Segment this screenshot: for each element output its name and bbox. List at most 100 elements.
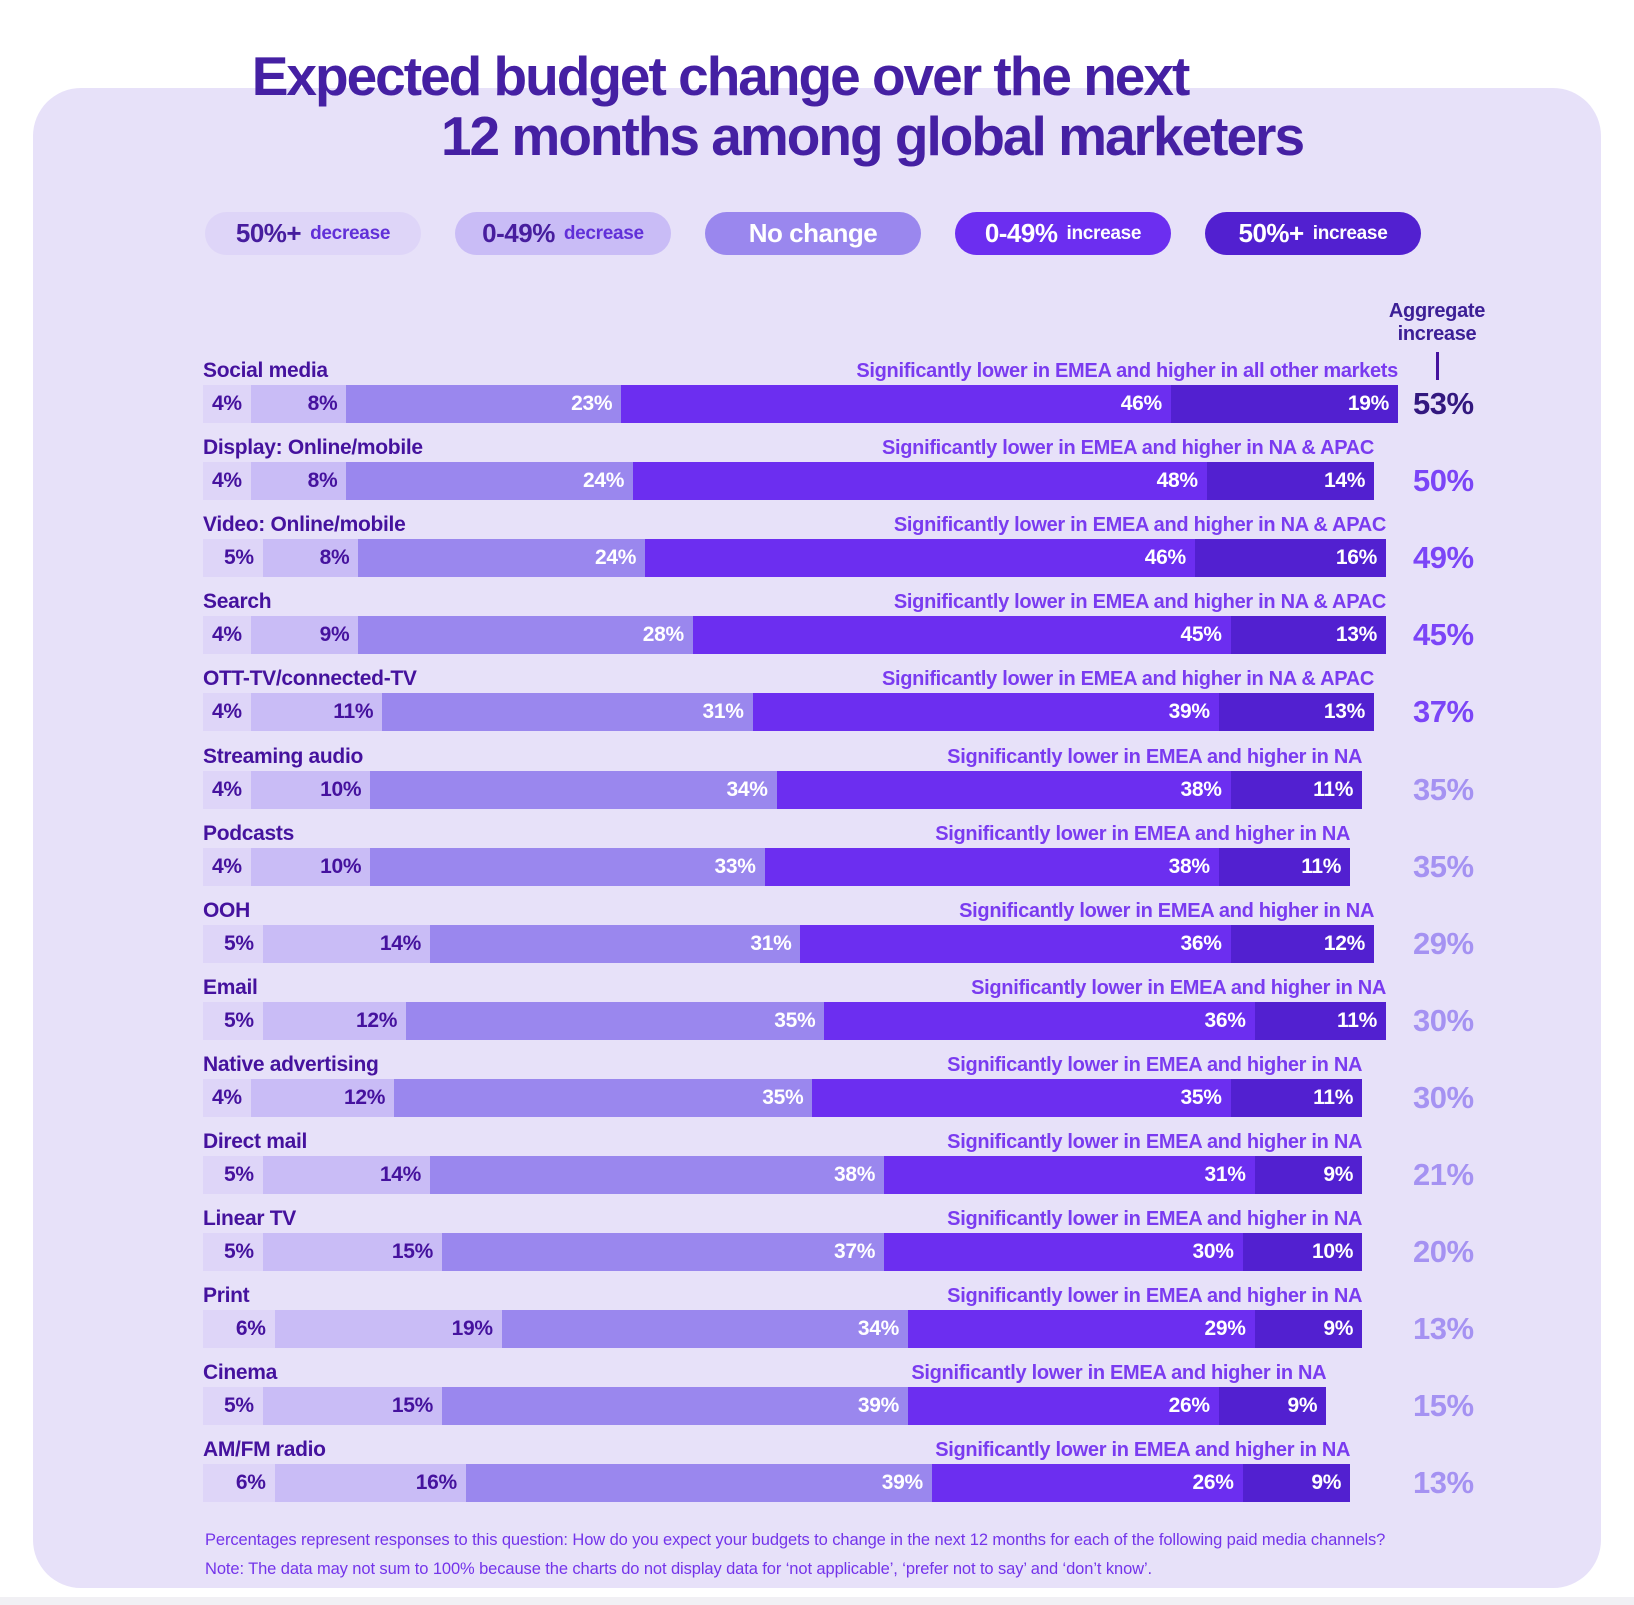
aggregate-value: 21%	[1413, 1157, 1474, 1192]
row-annotation: Significantly lower in EMEA and higher i…	[947, 1131, 1363, 1153]
row-annotation: Significantly lower in EMEA and higher i…	[959, 899, 1375, 922]
bar-segment: 39%	[465, 1464, 932, 1503]
bar-segment: 48%	[633, 462, 1207, 501]
row-annotation: Significantly lower in EMEA and higher i…	[947, 1285, 1363, 1308]
bar-segment: 11%	[1218, 847, 1351, 886]
bar-segment: 26%	[908, 1387, 1219, 1426]
aggregate-value: 29%	[1413, 925, 1474, 961]
segment-value: 23%	[571, 392, 613, 415]
segment-value: 31%	[702, 700, 744, 724]
bar-segment: 11%	[1230, 1078, 1363, 1117]
bar-row: AM/FM radio Significantly lower in EMEA a…	[203, 1438, 1474, 1503]
bar-row: Display: Online/mobile Significantly lowe…	[203, 436, 1474, 501]
legend-pill: 50%+ increase	[1205, 212, 1421, 255]
segment-value: 12%	[344, 1085, 386, 1109]
row-annotation: Significantly lower in EMEA and higher i…	[947, 1208, 1363, 1231]
segment-value: 9%	[1323, 1163, 1354, 1186]
segment-value: 14%	[379, 931, 422, 955]
category-label: Cinema	[203, 1361, 278, 1385]
segment-value: 16%	[1335, 546, 1378, 570]
bar-segment: 13%	[1230, 616, 1387, 655]
bar-row-header: Social media Significantly lower in EMEA …	[203, 359, 1398, 383]
segment-value: 6%	[235, 1317, 266, 1341]
bar-row-header: OTT-TV/connected-TV Significantly lower i…	[203, 667, 1374, 691]
segment-value: 4%	[212, 392, 242, 415]
segment-value: 38%	[834, 1163, 876, 1186]
bar-segment: 6%	[203, 1310, 275, 1349]
bar-segment: 16%	[274, 1464, 466, 1503]
stacked-bar: 4% 8% 24% 48% 14%	[203, 462, 1375, 501]
segment-value: 36%	[1180, 931, 1222, 955]
bar-segment: 31%	[430, 924, 801, 963]
bar-segment: 12%	[262, 1001, 407, 1040]
row-annotation: Significantly lower in EMEA and higher i…	[893, 591, 1387, 614]
segment-value: 12%	[356, 1008, 398, 1032]
segment-value: 30%	[1192, 1240, 1234, 1264]
aggregate-value: 13%	[1413, 1311, 1474, 1347]
segment-value: 31%	[1204, 1163, 1246, 1186]
bar-segment: 16%	[1194, 539, 1387, 578]
segment-value: 9%	[1311, 1471, 1342, 1495]
segment-value: 4%	[212, 700, 242, 724]
legend-pill: No change	[705, 212, 921, 255]
segment-value: 11%	[1313, 1085, 1354, 1109]
segment-value: 5%	[223, 1394, 254, 1418]
bar-segment: 46%	[621, 385, 1171, 423]
category-label: Video: Online/mobile	[203, 513, 406, 537]
segment-value: 4%	[212, 469, 242, 493]
bar-row-header: Direct mail Significantly lower in EMEA a…	[203, 1130, 1362, 1154]
aggregate-value: 37%	[1413, 694, 1474, 730]
segment-value: 24%	[583, 469, 625, 493]
stacked-bar: 5% 8% 24% 46% 16%	[203, 539, 1387, 578]
segment-value: 26%	[1192, 1471, 1234, 1495]
bar-segment: 39%	[752, 693, 1219, 732]
bar-row: Search Significantly lower in EMEA and hi…	[203, 590, 1474, 655]
bar-segment: 46%	[645, 539, 1195, 578]
segment-value: 11%	[1301, 854, 1342, 878]
bar-segment: 13%	[1218, 693, 1375, 732]
legend-pill-label: decrease	[310, 222, 391, 244]
bar-segment: 10%	[250, 847, 371, 886]
bar-segment: 10%	[250, 770, 371, 809]
stacked-bar: 4% 10% 33% 38% 11%	[203, 847, 1351, 886]
segment-value: 24%	[595, 546, 637, 570]
bottom-divider	[0, 1597, 1634, 1605]
aggregate-value: 35%	[1413, 848, 1474, 884]
bar-segment: 14%	[262, 924, 431, 963]
segment-value: 39%	[881, 1471, 923, 1495]
bar-segment: 4%	[203, 1078, 251, 1117]
segment-value: 38%	[1180, 777, 1222, 801]
category-label: Streaming audio	[203, 744, 364, 768]
segment-value: 5%	[223, 546, 254, 570]
segment-value: 14%	[1323, 469, 1366, 493]
bar-segment: 31%	[382, 693, 753, 732]
bar-segment: 29%	[908, 1310, 1255, 1349]
bar-segment: 15%	[262, 1233, 442, 1272]
bar-row: Social media Significantly lower in EMEA …	[203, 359, 1474, 423]
legend-pill: 50%+ decrease	[205, 212, 421, 255]
bar-segment: 4%	[203, 770, 251, 809]
bar-row: Direct mail Significantly lower in EMEA a…	[203, 1130, 1474, 1194]
segment-value: 14%	[379, 1163, 422, 1186]
bar-segment: 4%	[203, 462, 251, 501]
bar-segment: 36%	[824, 1001, 1255, 1040]
segment-value: 35%	[1180, 1085, 1222, 1109]
bar-segment: 24%	[358, 539, 646, 578]
bar-row-header: Search Significantly lower in EMEA and hi…	[203, 590, 1386, 614]
bar-segment: 5%	[203, 1001, 263, 1040]
segment-value: 29%	[1204, 1317, 1246, 1341]
legend-pill-value: 50%+	[1238, 218, 1305, 248]
bar-segment: 4%	[203, 616, 251, 655]
aggregate-value: 45%	[1413, 617, 1474, 653]
bar-row: Linear TV Significantly lower in EMEA and…	[203, 1207, 1474, 1272]
stacked-bar: 4% 10% 34% 38% 11%	[203, 770, 1363, 809]
segment-value: 4%	[212, 854, 242, 878]
category-label: Linear TV	[203, 1207, 296, 1231]
segment-value: 39%	[857, 1394, 900, 1418]
stacked-bar: 6% 16% 39% 26% 9%	[203, 1464, 1351, 1503]
bar-segment: 19%	[274, 1310, 502, 1349]
aggregate-increase-header: Aggregate increase	[1388, 300, 1486, 345]
bar-segment: 33%	[370, 847, 765, 886]
row-annotation: Significantly lower in EMEA and higher i…	[881, 668, 1375, 691]
bar-segment: 11%	[1254, 1001, 1387, 1040]
